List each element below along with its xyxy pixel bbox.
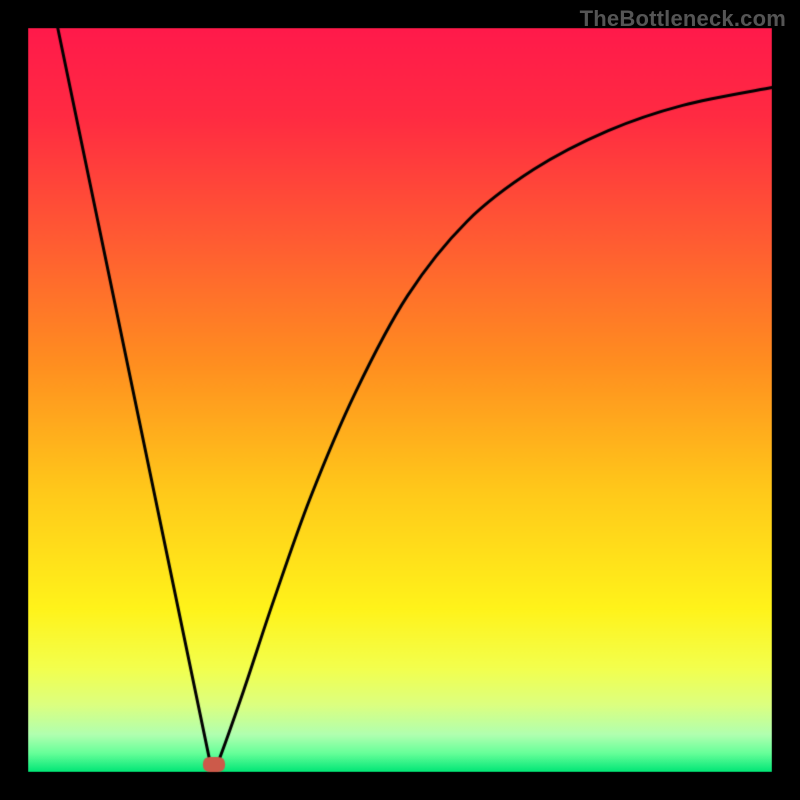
watermark-text: TheBottleneck.com <box>580 6 786 32</box>
bottleneck-curve-layer <box>0 0 800 800</box>
chart-stage: TheBottleneck.com <box>0 0 800 800</box>
